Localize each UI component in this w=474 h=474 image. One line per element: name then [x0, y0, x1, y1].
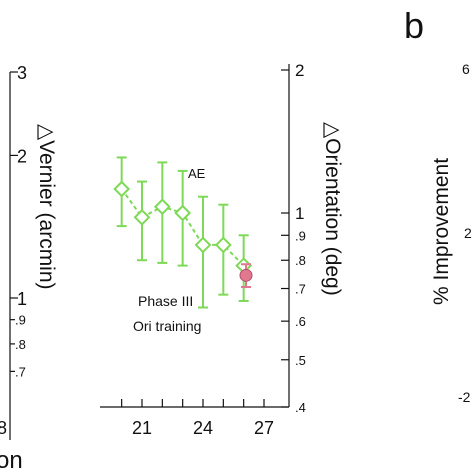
right-tick-label: .8 [295, 253, 306, 268]
right-panel-tick-label: -2 [458, 389, 471, 405]
phase-label: Phase III [138, 293, 193, 309]
right-tick-label: 2 [295, 61, 304, 80]
x-tick-label: 24 [193, 418, 213, 438]
data-point-diamond [214, 236, 232, 254]
right-panel-tick-label: 2 [464, 225, 472, 241]
right-tick-label: .6 [295, 314, 306, 329]
right-panel-tick-label: 6 [462, 61, 470, 77]
x-tick-label: 27 [254, 418, 274, 438]
data-point-circle [239, 268, 253, 282]
left-major-tick-label: 3 [17, 63, 27, 83]
x-axis-label-partial: on [0, 447, 23, 474]
text-layer: b AE Phase III Ori training △Vernier (ar… [0, 5, 453, 474]
data-point-diamond [194, 236, 212, 254]
left-major-tick-label: 1 [17, 289, 27, 309]
left-minor-tick-label: .9 [15, 313, 26, 328]
data-point-diamond [133, 208, 151, 226]
right-tick-label: .9 [295, 228, 306, 243]
panel-label: b [404, 5, 424, 46]
data-point-diamond [153, 198, 171, 216]
left-y-axis-label: △Vernier (arcmin) [35, 124, 58, 290]
right-tick-label: .7 [295, 282, 306, 297]
right-tick-label: .4 [295, 400, 306, 415]
data-point-diamond [113, 180, 131, 198]
left-minor-tick-label: .8 [15, 337, 26, 352]
marks-layer [113, 156, 253, 309]
training-label: Ori training [133, 318, 201, 334]
left-minor-tick-label: .7 [15, 364, 26, 379]
x-tick-label: 21 [132, 418, 152, 438]
annotation-ae: AE [188, 166, 206, 181]
right-y-axis-label: △Orientation (deg) [321, 122, 344, 296]
data-point-diamond [174, 204, 192, 222]
right-tick-label: 1 [295, 204, 304, 223]
right-tick-label: .5 [295, 353, 306, 368]
x-tick-label-partial: 8 [0, 418, 7, 438]
left-major-tick-label: 2 [17, 146, 27, 166]
right-panel-y-label: % Improvement [430, 158, 453, 305]
